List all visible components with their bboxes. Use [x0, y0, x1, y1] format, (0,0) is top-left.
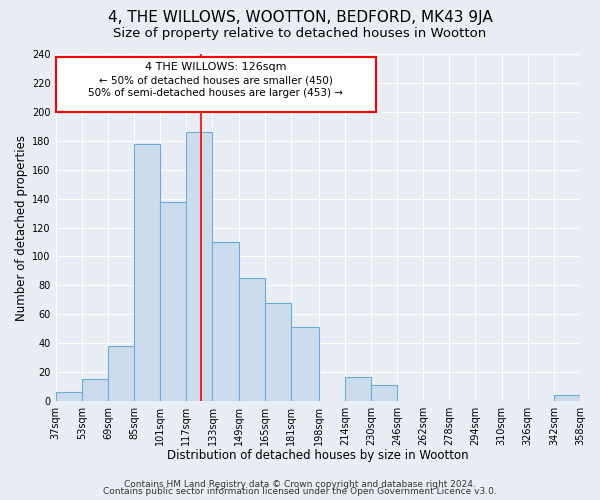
Bar: [108, 346, 134, 401]
Bar: [291, 328, 319, 401]
Text: Contains HM Land Registry data © Crown copyright and database right 2024.: Contains HM Land Registry data © Crown c…: [124, 480, 476, 489]
Bar: [160, 202, 187, 401]
Bar: [56, 57, 376, 112]
Bar: [82, 380, 108, 401]
Bar: [56, 392, 82, 401]
Bar: [345, 376, 371, 401]
Text: 4 THE WILLOWS: 126sqm: 4 THE WILLOWS: 126sqm: [145, 62, 286, 72]
Bar: [187, 132, 212, 401]
Y-axis label: Number of detached properties: Number of detached properties: [15, 134, 28, 320]
Text: 50% of semi-detached houses are larger (453) →: 50% of semi-detached houses are larger (…: [88, 88, 343, 98]
Text: ← 50% of detached houses are smaller (450): ← 50% of detached houses are smaller (45…: [99, 75, 332, 85]
Text: Contains public sector information licensed under the Open Government Licence v3: Contains public sector information licen…: [103, 488, 497, 496]
Bar: [554, 396, 580, 401]
Bar: [265, 303, 291, 401]
Bar: [212, 242, 239, 401]
Bar: [134, 144, 160, 401]
Bar: [371, 385, 397, 401]
Text: Size of property relative to detached houses in Wootton: Size of property relative to detached ho…: [113, 28, 487, 40]
Bar: [239, 278, 265, 401]
X-axis label: Distribution of detached houses by size in Wootton: Distribution of detached houses by size …: [167, 450, 469, 462]
Text: 4, THE WILLOWS, WOOTTON, BEDFORD, MK43 9JA: 4, THE WILLOWS, WOOTTON, BEDFORD, MK43 9…: [107, 10, 493, 25]
